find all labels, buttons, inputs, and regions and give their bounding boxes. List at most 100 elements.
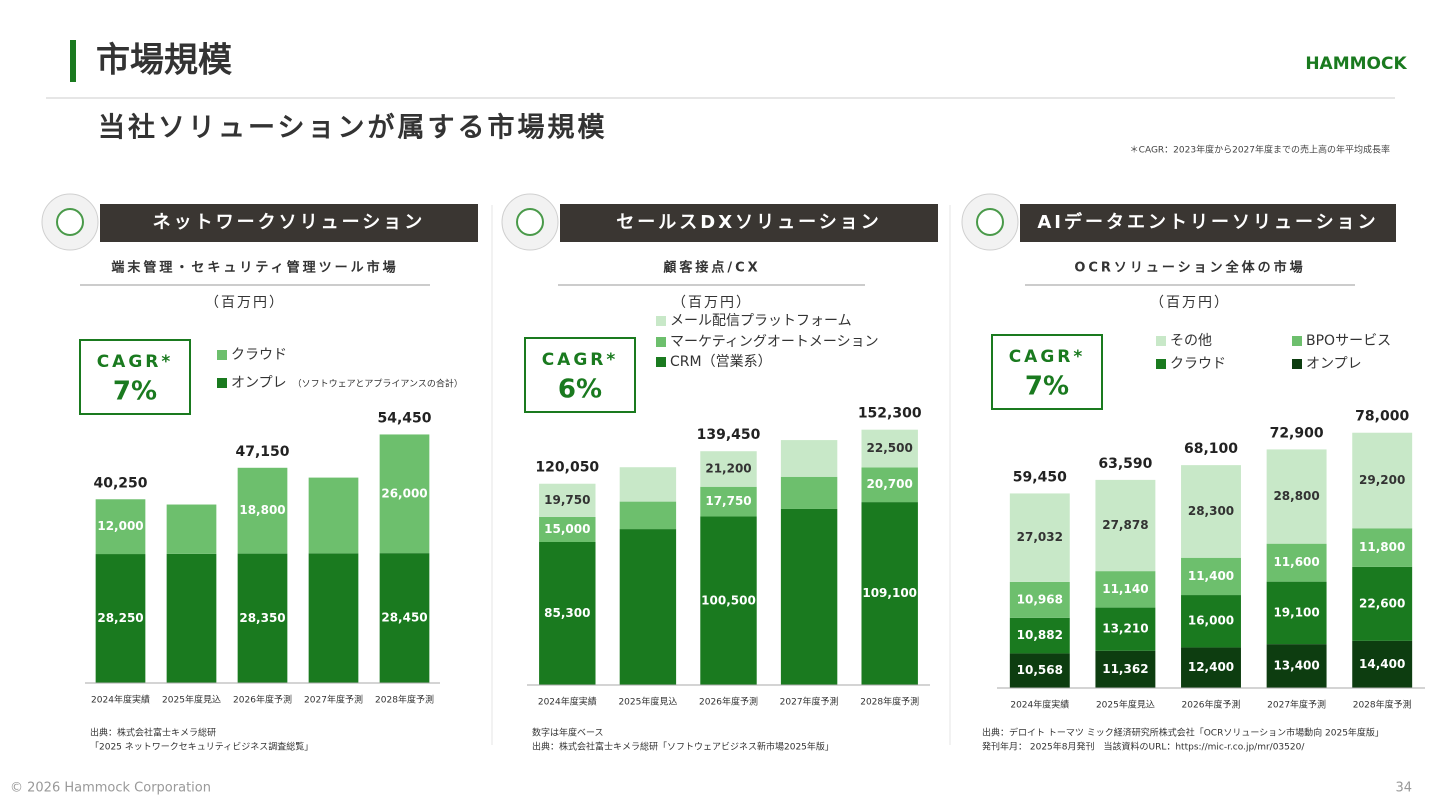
total-label: 152,300 <box>858 406 922 422</box>
value-label: 29,200 <box>1359 473 1405 487</box>
legend-label: オンプレ <box>231 375 287 391</box>
value-label: 10,968 <box>1017 592 1063 606</box>
source-text: 数字は年度ベース <box>532 727 604 739</box>
legend-label: CRM（営業系） <box>670 354 772 370</box>
slide-subtitle: 当社ソリューションが属する市場規模 <box>98 112 607 144</box>
legend-swatch <box>1292 336 1302 346</box>
legend-swatch <box>1292 359 1302 369</box>
bar-segment <box>1181 465 1241 558</box>
market-title: OCRソリューション全体の市場 <box>1074 260 1305 276</box>
value-label: 11,140 <box>1102 582 1148 596</box>
legend-label: メール配信プラットフォーム <box>670 313 852 329</box>
total-label: 120,050 <box>535 460 599 476</box>
x-tick-label: 2026年度予測 <box>1182 699 1241 711</box>
value-label: 12,000 <box>97 519 143 533</box>
copyright: © 2026 Hammock Corporation <box>10 781 211 796</box>
bar-segment <box>95 499 146 555</box>
legend-swatch <box>217 378 227 388</box>
value-label: 11,362 <box>1102 662 1148 676</box>
total-label: 54,450 <box>377 410 431 426</box>
value-label: 28,300 <box>1188 504 1234 518</box>
total-label: 139,450 <box>697 427 761 443</box>
value-label: 28,350 <box>239 611 285 625</box>
value-label: 14,400 <box>1359 657 1405 671</box>
page-number: 34 <box>1395 781 1412 796</box>
bar-segment <box>237 553 288 683</box>
logo: HAMMOCK <box>1305 54 1407 74</box>
legend-note: （ソフトウェアとアプライアンスの合計） <box>293 378 463 390</box>
panel-header <box>1020 204 1396 242</box>
x-tick-label: 2028年度予測 <box>1353 699 1412 711</box>
bar-segment <box>861 429 918 468</box>
value-label: 22,500 <box>867 441 913 455</box>
total-label: 72,900 <box>1270 425 1324 441</box>
legend-swatch <box>656 357 666 367</box>
value-label: 11,400 <box>1188 569 1234 583</box>
value-label: 28,450 <box>381 611 427 625</box>
bar-segment <box>308 553 359 683</box>
bar-segment <box>1009 617 1070 654</box>
bar-segment <box>1266 449 1327 544</box>
bar-segment <box>1266 543 1327 582</box>
bar-segment <box>1095 571 1156 608</box>
value-label: 27,878 <box>1102 518 1148 532</box>
x-tick-label: 2028年度予測 <box>860 696 919 708</box>
market-title: 顧客接点/CX <box>663 260 760 276</box>
x-tick-label: 2025年度見込 <box>162 694 221 706</box>
panel-header <box>100 204 478 242</box>
panel-icon-inner <box>516 208 544 236</box>
legend-label: クラウド <box>231 347 287 363</box>
value-label: 22,600 <box>1359 596 1405 610</box>
panel-header <box>560 204 938 242</box>
value-label: 20,700 <box>867 477 913 491</box>
value-label: 11,600 <box>1273 555 1319 569</box>
value-label: 100,500 <box>701 593 756 607</box>
unit-label: （百万円） <box>205 295 285 311</box>
bar-segment <box>1009 653 1070 688</box>
cagr-box <box>991 334 1103 410</box>
bar-segment <box>1352 640 1413 688</box>
bar-segment <box>1009 493 1070 582</box>
bar-segment <box>539 483 596 517</box>
bar-segment <box>1266 644 1327 688</box>
x-tick-label: 2027年度予測 <box>304 694 363 706</box>
legend-label: BPOサービス <box>1306 333 1391 349</box>
x-tick-label: 2027年度予測 <box>1267 699 1326 711</box>
bar-segment <box>539 541 596 685</box>
value-label: 10,882 <box>1017 628 1063 642</box>
panel-header-text: ネットワークソリューション <box>153 212 426 233</box>
bar-segment <box>1352 566 1413 641</box>
bar-segment <box>1352 528 1413 567</box>
bar-segment <box>1095 650 1156 688</box>
x-tick-label: 2025年度見込 <box>1096 699 1155 711</box>
source-text: 出典：株式会社富士キメラ総研 <box>90 727 216 739</box>
total-label: 63,590 <box>1098 456 1152 472</box>
cagr-box <box>79 339 191 415</box>
bar-segment <box>780 440 838 477</box>
bar-segment <box>861 502 918 685</box>
cagr-value: 7% <box>1025 372 1069 402</box>
source-text: 「2025 ネットワークセキュリティビジネス調査総覧」 <box>90 741 313 753</box>
bar-segment <box>700 486 757 517</box>
source-text: 発刊年月： 2025年8月発刊 当該資料のURL：https://mic-r.c… <box>982 741 1305 753</box>
legend-label: オンプレ <box>1306 356 1362 372</box>
panel-header-text: セールスDXソリューション <box>616 212 881 233</box>
unit-label: （百万円） <box>672 295 752 311</box>
bar-segment <box>166 553 217 683</box>
bar-segment <box>1181 647 1241 688</box>
bar-segment <box>700 516 757 685</box>
legend-swatch <box>1156 359 1166 369</box>
x-tick-label: 2024年度実績 <box>91 694 150 706</box>
source-text: 出典：デロイト トーマツ ミック経済研究所株式会社「OCRソリューション市場動向… <box>982 727 1384 739</box>
bar-segment <box>308 477 359 554</box>
legend-swatch <box>656 337 666 347</box>
bar-segment <box>861 467 918 503</box>
value-label: 18,800 <box>239 503 285 517</box>
value-label: 85,300 <box>544 606 590 620</box>
bar-segment <box>95 554 146 683</box>
value-label: 12,400 <box>1188 660 1234 674</box>
bar-segment <box>1181 557 1241 596</box>
bar-segment <box>1009 581 1070 618</box>
legend-label: クラウド <box>1170 356 1226 372</box>
